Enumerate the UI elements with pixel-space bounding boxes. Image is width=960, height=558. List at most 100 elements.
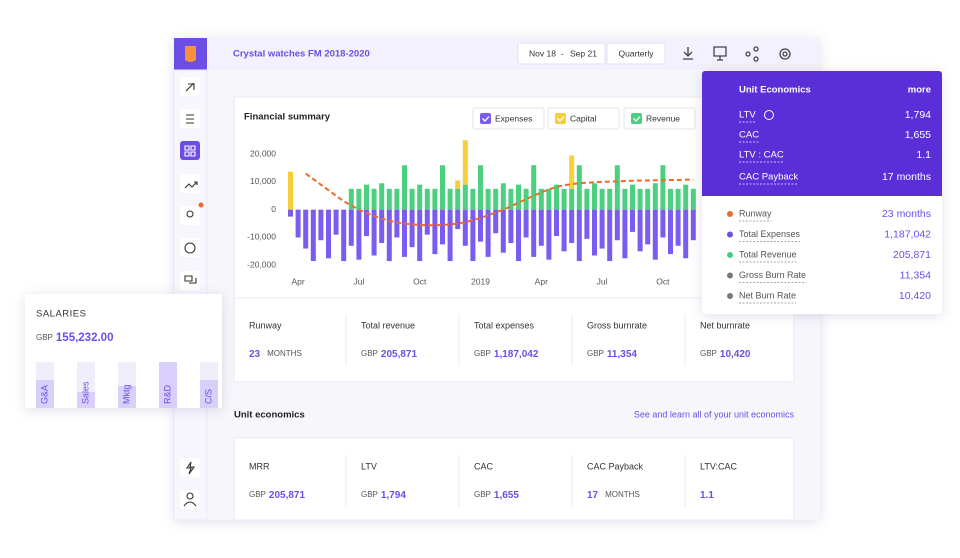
bar [554, 184, 559, 210]
nav-item[interactable] [180, 238, 200, 257]
grid-icon [184, 145, 196, 157]
bar [531, 165, 537, 210]
popup-label: Net Burn Rate [739, 290, 796, 300]
bar [614, 165, 620, 210]
popup-rows: LTV 1,794 CAC 1,655 LTV : CAC 1.1 CAC Payback 1… [727, 109, 931, 304]
stat-value: 11,354 [607, 349, 637, 360]
bar [584, 209, 590, 239]
bar [288, 209, 293, 217]
period: Quarterly [619, 48, 655, 58]
share-icon-c [753, 56, 759, 62]
nav-item-active[interactable] [180, 141, 200, 160]
bar [462, 140, 468, 185]
bar [455, 209, 461, 230]
financial-chart: 20,000 10,000 0 -10,000 -20,000 Apr Jul Oct 2019… [247, 107, 696, 286]
bar [516, 184, 521, 210]
app-title: Crystal watches FM 2018-2020 [233, 49, 370, 60]
notification-dot [198, 202, 204, 208]
bar-label: C/S [203, 389, 213, 404]
stat-value: GBP 1,655 [474, 490, 519, 501]
stat-currency: GBP [474, 349, 491, 358]
stat-value: GBP 1,187,042 [474, 349, 539, 360]
bar [645, 188, 651, 210]
popup-more[interactable]: more [908, 85, 931, 96]
legend-dot [727, 231, 733, 238]
popup-label: Gross Burn Rate [739, 270, 806, 280]
present-icon[interactable] [713, 46, 727, 61]
bar [417, 184, 423, 210]
bar [288, 171, 293, 210]
settings-icon[interactable] [779, 48, 791, 60]
bar [531, 209, 537, 257]
legend-label: Capital [570, 113, 597, 123]
stat-value: 17 MONTHS [587, 490, 640, 501]
share-icon-b [753, 46, 759, 52]
bar [379, 209, 385, 243]
popup-label: LTV [739, 110, 756, 121]
bar [599, 209, 605, 249]
bar [592, 209, 597, 256]
bar [645, 209, 651, 245]
user-icon [186, 492, 194, 500]
bar [295, 209, 301, 238]
bar [652, 183, 658, 210]
bar [485, 188, 491, 210]
stat-value: 1.1 [700, 490, 714, 501]
sidebar-icons [180, 77, 204, 509]
legend-box [623, 107, 696, 130]
stat-value: 1,655 [494, 490, 519, 501]
bar [607, 188, 613, 210]
bar [668, 209, 673, 255]
bar [409, 209, 415, 248]
bar [318, 209, 324, 241]
stat-value: 205,871 [269, 490, 306, 501]
section-link[interactable]: See and learn all of your unit economics [634, 409, 795, 419]
stat-currency: GBP [474, 490, 491, 499]
bar [424, 188, 430, 210]
bar [523, 188, 529, 210]
nav-item[interactable] [180, 174, 200, 193]
bar [508, 209, 514, 243]
date-range[interactable] [517, 42, 606, 65]
download-icon[interactable] [683, 47, 693, 60]
bar [386, 209, 392, 262]
bar [118, 386, 136, 408]
legend-check [555, 113, 566, 124]
bar [470, 188, 476, 210]
stat-value: GBP 11,354 [587, 349, 637, 360]
bar [576, 165, 582, 210]
bar [348, 209, 354, 246]
bar [402, 209, 407, 257]
stat-currency: GBP [700, 349, 717, 358]
nav-item[interactable] [180, 206, 200, 225]
bar [478, 165, 483, 210]
x-tick-label: Jul [597, 276, 608, 286]
popup-value: 10,420 [899, 290, 931, 302]
bar [310, 209, 316, 262]
stat-label: Total revenue [361, 320, 415, 330]
bar [614, 209, 620, 241]
popup-value: 23 months [882, 208, 931, 220]
user-icon-body [183, 501, 197, 507]
period-select[interactable] [606, 42, 666, 65]
y-tick-label: -10,000 [247, 232, 276, 242]
popup-value: 1,655 [905, 129, 931, 141]
stat-currency: GBP [249, 490, 266, 499]
bar [455, 180, 461, 189]
bar [630, 184, 635, 210]
bar [455, 188, 461, 210]
bar [637, 209, 643, 252]
bar [478, 209, 483, 242]
section-title: Unit economics [234, 410, 305, 421]
y-tick-label: -20,000 [247, 259, 276, 269]
bar [599, 188, 605, 210]
bar [348, 188, 354, 210]
bar [675, 209, 681, 246]
stat-value: 23 MONTHS [249, 349, 302, 360]
bar [660, 165, 666, 210]
x-tick-label: Jul [353, 276, 364, 286]
y-tick-label: 0 [271, 204, 276, 214]
share-icon[interactable] [745, 51, 751, 57]
bar [333, 209, 339, 235]
popup-label: CAC Payback [739, 172, 798, 183]
